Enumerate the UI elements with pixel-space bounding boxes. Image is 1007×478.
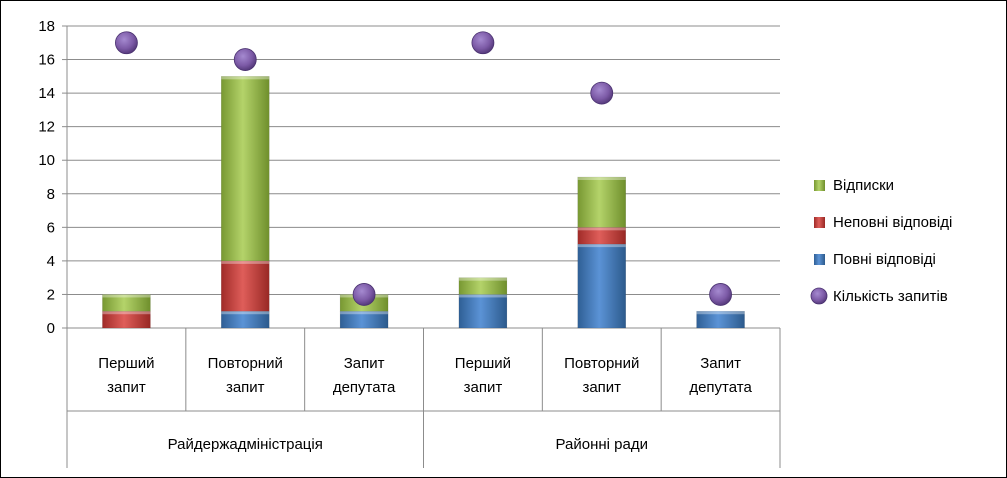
category-label: запит <box>464 379 503 396</box>
bar-segment-highlight <box>340 311 389 315</box>
category-label: Запит <box>344 355 385 372</box>
category-label: Запит <box>700 355 741 372</box>
category-label: депутата <box>689 379 752 396</box>
marker-point <box>471 31 495 55</box>
bar-segment-highlight <box>221 260 270 264</box>
legend-label: Неповні відповіді <box>833 214 952 231</box>
legend-label: Кількість запитів <box>833 288 948 305</box>
legend-label: Повні відповіді <box>833 251 936 268</box>
bar-segment <box>696 310 745 329</box>
bar-segment-highlight <box>577 227 626 231</box>
bar-segment-highlight <box>221 311 270 315</box>
bar-segment-highlight <box>102 311 151 315</box>
bar-segment-highlight <box>696 311 745 315</box>
legend: Відписки Неповні відповіді Повні відповіді… <box>810 177 952 305</box>
bars <box>102 76 745 329</box>
y-tick-label: 6 <box>47 219 55 236</box>
marker-point <box>233 48 257 71</box>
gridlines <box>67 25 780 329</box>
y-tick-label: 18 <box>38 18 55 35</box>
category-label: Перший <box>455 355 511 372</box>
bar-segment <box>458 277 508 295</box>
marker-point <box>115 31 138 55</box>
bar-segment <box>577 176 626 228</box>
bar-segment-highlight <box>458 294 507 298</box>
y-tick-label: 10 <box>38 152 55 169</box>
y-tick-label: 14 <box>38 85 55 102</box>
bar-segment-highlight <box>577 177 626 180</box>
legend-symbol <box>814 254 825 265</box>
bar-segment <box>221 76 270 262</box>
legend-symbol <box>810 287 828 305</box>
category-label: запит <box>226 379 265 396</box>
y-tick-label: 8 <box>47 186 55 203</box>
axes: 0 2 4 6 8 10 12 14 16 18 Перший запит Повторний запит… <box>38 18 781 468</box>
markers <box>115 31 732 306</box>
category-label: Повторний <box>564 355 639 372</box>
y-tick-label: 4 <box>47 253 55 270</box>
y-tick-label: 0 <box>47 320 55 337</box>
y-tick-label: 16 <box>38 52 55 69</box>
category-label: депутата <box>333 379 396 396</box>
marker-point <box>590 81 614 105</box>
legend-symbol <box>814 217 825 228</box>
marker-point <box>709 283 732 306</box>
bar-segment <box>102 294 151 312</box>
legend-label: Відписки <box>833 177 894 194</box>
bar-segment <box>458 294 508 329</box>
y-tick-label: 12 <box>38 119 55 136</box>
bar-segment-highlight <box>577 244 626 248</box>
y-tick-label: 2 <box>47 286 55 303</box>
bar-segment-highlight <box>458 277 507 281</box>
bar-segment-highlight <box>221 76 270 80</box>
marker-point <box>352 283 376 306</box>
group-label: Районні ради <box>556 436 648 453</box>
category-label: Повторний <box>208 355 283 372</box>
category-label: запит <box>582 379 621 396</box>
category-label: Перший <box>98 355 154 372</box>
group-label: Райдержадміністрація <box>168 436 323 453</box>
category-label: запит <box>107 379 146 396</box>
bar-segment-highlight <box>102 294 151 298</box>
bar-segment <box>221 260 270 312</box>
bar-segment <box>577 243 626 329</box>
legend-symbol <box>814 180 825 191</box>
